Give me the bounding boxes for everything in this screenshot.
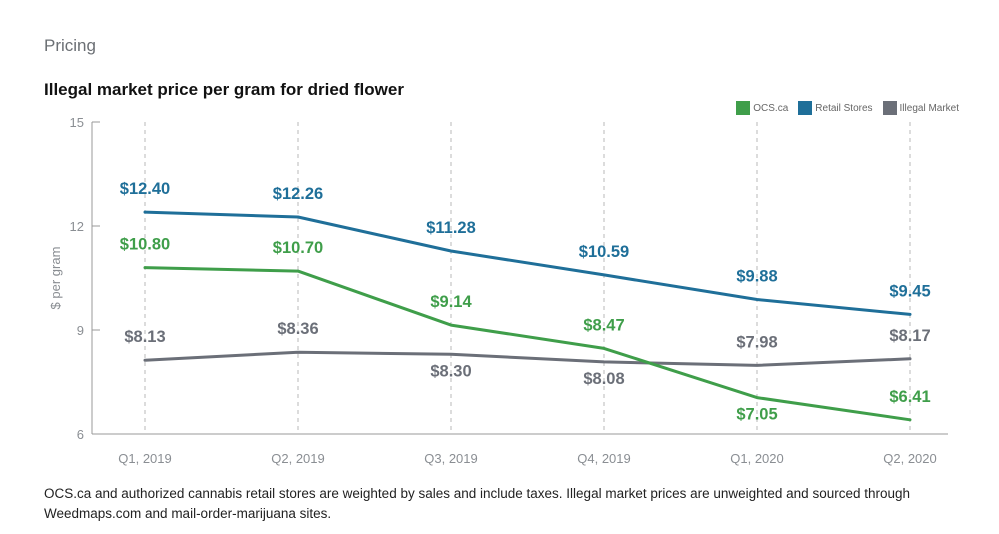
y-axis-label: $ per gram: [48, 247, 63, 310]
section-label: Pricing: [44, 36, 96, 55]
legend-label-retail: Retail Stores: [815, 102, 873, 114]
data-label-illegal: $8.30: [430, 362, 471, 380]
x-tick-label: Q4, 2019: [577, 451, 631, 466]
x-tick-label: Q2, 2019: [271, 451, 325, 466]
chart-title: Illegal market price per gram for dried …: [44, 80, 404, 99]
data-label-ocs: $10.80: [120, 236, 170, 254]
x-tick-label: Q1, 2020: [730, 451, 784, 466]
data-label-illegal: $8.13: [124, 328, 165, 346]
data-label-ocs: $6.41: [889, 388, 930, 406]
x-tick-label: Q1, 2019: [118, 451, 172, 466]
data-label-ocs: $10.70: [273, 239, 323, 257]
x-tick-label: Q2, 2020: [883, 451, 937, 466]
series-line-ocs: [143, 266, 912, 422]
series-line-illegal: [143, 350, 912, 367]
data-label-retail: $10.59: [579, 243, 629, 261]
data-label-retail: $9.45: [889, 282, 930, 300]
legend-label-ocs: OCS.ca: [753, 102, 789, 114]
chart-footnote: OCS.ca and authorized cannabis retail st…: [44, 486, 911, 521]
data-label-ocs: $9.14: [430, 293, 472, 311]
legend-swatch-ocs: [736, 101, 751, 115]
data-label-ocs: $8.47: [583, 316, 624, 334]
series-line-retail: [143, 210, 912, 316]
data-label-illegal: $8.17: [889, 327, 930, 345]
x-tick-label: Q3, 2019: [424, 451, 478, 466]
y-tick-label: 9: [77, 323, 84, 338]
data-label-illegal: $8.08: [583, 370, 624, 388]
legend-item-illegal: Illegal Market: [882, 101, 959, 115]
legend-item-retail: Retail Stores: [798, 101, 873, 115]
data-label-retail: $12.26: [273, 185, 323, 203]
data-label-retail: $9.88: [736, 267, 777, 285]
y-tick-label: 6: [77, 427, 84, 442]
chart-legend: OCS.ca Retail Stores Illegal Market: [736, 101, 959, 115]
y-tick-label: 15: [70, 115, 84, 130]
data-label-illegal: $8.36: [277, 320, 318, 338]
y-tick-label: 12: [70, 219, 84, 234]
legend-swatch-retail: [798, 101, 813, 115]
data-label-illegal: $7.98: [736, 333, 777, 351]
legend-item-ocs: OCS.ca: [736, 101, 788, 115]
legend-label-illegal: Illegal Market: [899, 102, 959, 114]
legend-swatch-illegal: [882, 101, 897, 115]
data-label-ocs: $7.05: [736, 406, 777, 424]
data-label-retail: $12.40: [120, 180, 170, 198]
data-label-retail: $11.28: [426, 219, 476, 237]
